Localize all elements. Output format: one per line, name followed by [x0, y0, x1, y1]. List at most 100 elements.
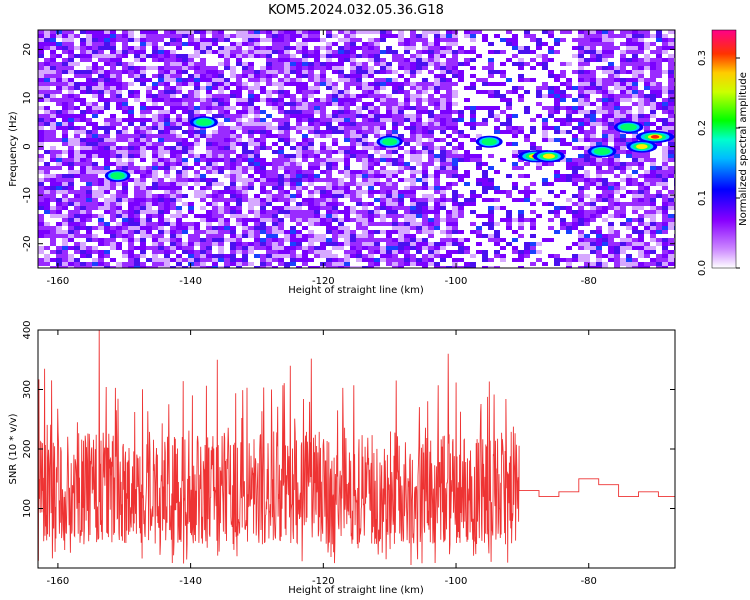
- heatmap-cell: [266, 38, 273, 43]
- heatmap-cell: [314, 158, 321, 163]
- heatmap-cell: [488, 42, 495, 47]
- heatmap-cell: [266, 70, 273, 75]
- heatmap-cell: [272, 202, 279, 207]
- heatmap-cell: [584, 190, 591, 195]
- heatmap-cell: [662, 78, 669, 83]
- heatmap-cell: [416, 210, 423, 215]
- heatmap-cell: [350, 110, 357, 115]
- heatmap-cell: [398, 34, 405, 39]
- heatmap-cell: [404, 190, 411, 195]
- heatmap-cell: [512, 66, 519, 71]
- heatmap-cell: [80, 58, 87, 63]
- heatmap-cell: [302, 126, 309, 131]
- heatmap-cell: [314, 130, 321, 135]
- heatmap-cell: [176, 70, 183, 75]
- heatmap-cell: [92, 34, 99, 39]
- heatmap-cell: [134, 98, 141, 103]
- heatmap-cell: [350, 90, 357, 95]
- heatmap-cell: [554, 42, 561, 47]
- heatmap-cell: [50, 142, 57, 147]
- heatmap-cell: [596, 202, 603, 207]
- heatmap-cell: [500, 82, 507, 87]
- heatmap-cell: [482, 90, 489, 95]
- heatmap-cell: [494, 70, 501, 75]
- heatmap-cell: [644, 70, 651, 75]
- heatmap-cell: [164, 198, 171, 203]
- heatmap-cell: [266, 186, 273, 191]
- heatmap-cell: [218, 158, 225, 163]
- heatmap-cell: [338, 174, 345, 179]
- heatmap-cell: [476, 50, 483, 55]
- heatmap-cell: [98, 58, 105, 63]
- heatmap-cell: [164, 42, 171, 47]
- heatmap-cell: [668, 202, 675, 207]
- heatmap-cell: [164, 74, 171, 79]
- heatmap-cell: [104, 130, 111, 135]
- heatmap-cell: [572, 102, 579, 107]
- heatmap-cell: [362, 162, 369, 167]
- heatmap-cell: [122, 78, 129, 83]
- heatmap-cell: [404, 34, 411, 39]
- heatmap-cell: [662, 126, 669, 131]
- heatmap-cell: [128, 146, 135, 151]
- heatmap-cell: [590, 162, 597, 167]
- heatmap-cell: [446, 190, 453, 195]
- heatmap-cell: [128, 118, 135, 123]
- heatmap-cell: [44, 62, 51, 67]
- heatmap-cell: [398, 214, 405, 219]
- heatmap-cell: [386, 170, 393, 175]
- heatmap-cell: [158, 66, 165, 71]
- heatmap-cell: [134, 82, 141, 87]
- heatmap-cell: [134, 154, 141, 159]
- heatmap-cell: [416, 30, 423, 35]
- heatmap-cell: [338, 202, 345, 207]
- heatmap-cell: [536, 70, 543, 75]
- heatmap-cell: [308, 42, 315, 47]
- heatmap-cell: [620, 190, 627, 195]
- heatmap-cell: [566, 206, 573, 211]
- heatmap-cell: [110, 166, 117, 171]
- heatmap-cell: [218, 170, 225, 175]
- heatmap-cell: [116, 210, 123, 215]
- heatmap-cell: [158, 86, 165, 91]
- heatmap-cell: [296, 66, 303, 71]
- heatmap-cell: [398, 210, 405, 215]
- heatmap-cell: [422, 110, 429, 115]
- heatmap-cell: [368, 54, 375, 59]
- heatmap-cell: [452, 202, 459, 207]
- heatmap-cell: [350, 38, 357, 43]
- heatmap-cell: [116, 162, 123, 167]
- heatmap-cell: [302, 122, 309, 127]
- heatmap-cell: [416, 198, 423, 203]
- heatmap-cell: [488, 114, 495, 119]
- heatmap-cell: [218, 50, 225, 55]
- heatmap-cell: [158, 202, 165, 207]
- heatmap-cell: [446, 174, 453, 179]
- heatmap-cell: [50, 46, 57, 51]
- heatmap-cell: [92, 210, 99, 215]
- heatmap-cell: [56, 170, 63, 175]
- heatmap-cell: [434, 110, 441, 115]
- heatmap-cell: [230, 90, 237, 95]
- heatmap-cell: [272, 210, 279, 215]
- heatmap-cell: [548, 102, 555, 107]
- heatmap-cell: [86, 106, 93, 111]
- heatmap-cell: [566, 138, 573, 143]
- heatmap-cell: [248, 150, 255, 155]
- heatmap-cell: [224, 102, 231, 107]
- heatmap-cell: [296, 182, 303, 187]
- heatmap-cell: [356, 126, 363, 131]
- heatmap-cell: [296, 210, 303, 215]
- heatmap-cell: [416, 194, 423, 199]
- heatmap-cell: [458, 214, 465, 219]
- heatmap-cell: [560, 106, 567, 111]
- heatmap-cell: [560, 62, 567, 67]
- heatmap-cell: [506, 166, 513, 171]
- heatmap-cell: [56, 42, 63, 47]
- heatmap-cell: [152, 114, 159, 119]
- heatmap-cell: [428, 106, 435, 111]
- heatmap-cell: [194, 58, 201, 63]
- heatmap-cell: [374, 170, 381, 175]
- heatmap-cell: [416, 82, 423, 87]
- heatmap-cell: [74, 82, 81, 87]
